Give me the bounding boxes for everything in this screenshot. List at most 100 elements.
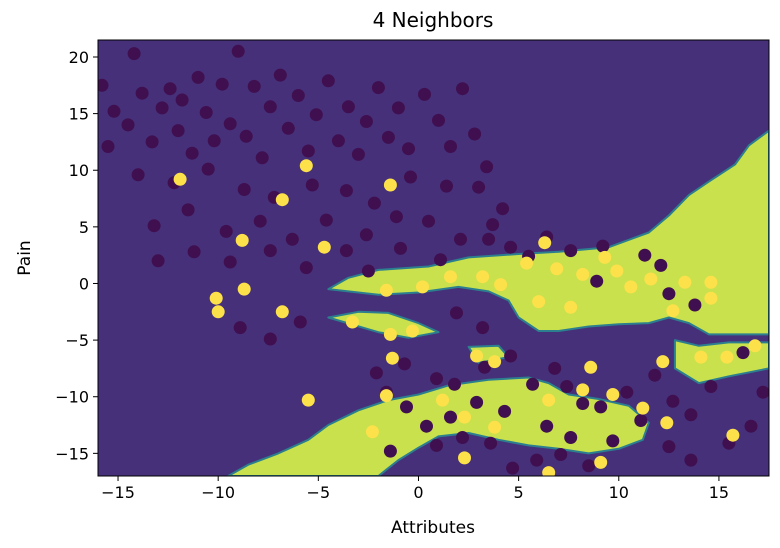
point-class-0-98 — [548, 361, 562, 375]
point-class-0-28 — [341, 100, 355, 114]
point-class-0-80 — [504, 240, 518, 254]
point-class-0-22 — [281, 121, 295, 135]
point-class-1-46 — [660, 416, 674, 430]
point-class-1-52 — [379, 283, 393, 297]
point-class-0-31 — [371, 81, 385, 95]
point-class-0-114 — [530, 453, 544, 467]
point-class-0-72 — [394, 241, 407, 255]
point-class-1-47 — [365, 425, 379, 439]
point-class-1-18 — [610, 264, 624, 278]
point-class-0-32 — [381, 130, 395, 144]
point-class-0-53 — [496, 202, 510, 216]
point-class-0-6 — [155, 101, 169, 115]
point-class-0-3 — [127, 47, 141, 61]
point-class-0-18 — [247, 79, 261, 93]
plot-frame — [97, 39, 770, 477]
point-class-1-44 — [606, 388, 620, 401]
point-class-0-7 — [163, 82, 177, 96]
point-class-1-31 — [470, 349, 484, 363]
point-class-0-67 — [223, 255, 237, 269]
point-class-1-3 — [383, 178, 397, 192]
point-class-0-89 — [590, 274, 604, 288]
point-class-0-38 — [456, 82, 469, 96]
point-class-0-86 — [654, 258, 668, 272]
point-class-0-94 — [448, 377, 461, 391]
y-axis-label: Pain — [15, 240, 35, 275]
point-class-1-12 — [476, 270, 490, 284]
point-class-0-107 — [736, 346, 750, 360]
point-class-0-102 — [620, 385, 634, 399]
point-class-0-1 — [107, 104, 121, 118]
point-class-0-50 — [404, 170, 417, 184]
point-class-0-77 — [450, 306, 463, 320]
point-class-1-13 — [538, 236, 552, 250]
point-class-0-127 — [400, 400, 413, 414]
point-class-1-33 — [584, 360, 598, 374]
point-class-0-44 — [201, 162, 215, 176]
point-class-0-74 — [233, 321, 247, 335]
point-class-0-84 — [596, 239, 610, 253]
point-class-1-8 — [211, 305, 225, 319]
x-tick-label: −5 — [307, 483, 331, 502]
point-class-0-62 — [422, 214, 435, 228]
point-class-1-15 — [550, 262, 564, 276]
point-class-0-61 — [389, 210, 403, 224]
point-class-1-51 — [726, 428, 740, 442]
y-tick-label: −15 — [55, 444, 89, 463]
point-class-0-66 — [187, 245, 201, 259]
y-tick-label: 15 — [69, 105, 89, 124]
point-class-0-54 — [147, 219, 161, 233]
point-class-0-4 — [135, 86, 149, 100]
point-class-0-112 — [484, 436, 498, 450]
point-class-0-26 — [321, 74, 335, 88]
point-class-0-109 — [383, 444, 397, 458]
point-class-0-20 — [263, 100, 277, 114]
data-points — [98, 44, 769, 476]
point-class-0-21 — [273, 68, 287, 82]
point-class-0-42 — [131, 168, 145, 182]
point-class-0-68 — [263, 244, 277, 258]
point-class-0-116 — [582, 459, 596, 473]
y-tick-label: 20 — [69, 48, 89, 67]
point-class-0-59 — [319, 213, 333, 227]
point-class-0-8 — [171, 124, 185, 138]
point-class-0-13 — [207, 134, 221, 148]
point-class-0-97 — [526, 377, 540, 391]
point-class-0-126 — [420, 419, 433, 433]
point-class-1-0 — [173, 172, 187, 186]
point-class-0-30 — [359, 115, 373, 128]
y-tick-label: −5 — [65, 331, 89, 350]
point-class-1-54 — [494, 278, 508, 292]
point-class-0-56 — [219, 224, 233, 238]
point-class-1-21 — [678, 275, 692, 289]
point-class-1-26 — [564, 300, 578, 314]
point-class-1-38 — [379, 389, 393, 403]
point-class-1-22 — [704, 275, 718, 289]
point-class-0-125 — [444, 410, 457, 424]
point-class-0-41 — [101, 140, 115, 153]
point-class-0-96 — [504, 349, 518, 363]
point-class-1-23 — [704, 291, 718, 305]
point-class-1-14 — [520, 256, 534, 270]
x-tick-label: 10 — [609, 483, 629, 502]
point-class-0-58 — [285, 232, 299, 246]
y-tick-label: 5 — [79, 218, 89, 237]
point-class-0-76 — [293, 315, 307, 329]
point-class-0-90 — [369, 366, 383, 380]
y-tick-label: 0 — [79, 274, 89, 293]
point-class-1-36 — [720, 350, 734, 364]
point-class-1-5 — [317, 240, 331, 254]
point-class-0-120 — [684, 453, 698, 467]
point-class-1-42 — [542, 393, 556, 407]
point-class-0-118 — [634, 414, 648, 427]
point-class-1-27 — [383, 327, 397, 341]
point-class-0-64 — [486, 218, 500, 232]
point-class-1-43 — [576, 383, 590, 397]
point-class-0-128 — [540, 419, 554, 433]
x-tick-label: 15 — [709, 483, 729, 502]
point-class-1-35 — [694, 350, 708, 364]
point-class-1-24 — [666, 304, 680, 318]
point-class-0-57 — [253, 214, 267, 228]
point-class-0-111 — [456, 431, 469, 444]
